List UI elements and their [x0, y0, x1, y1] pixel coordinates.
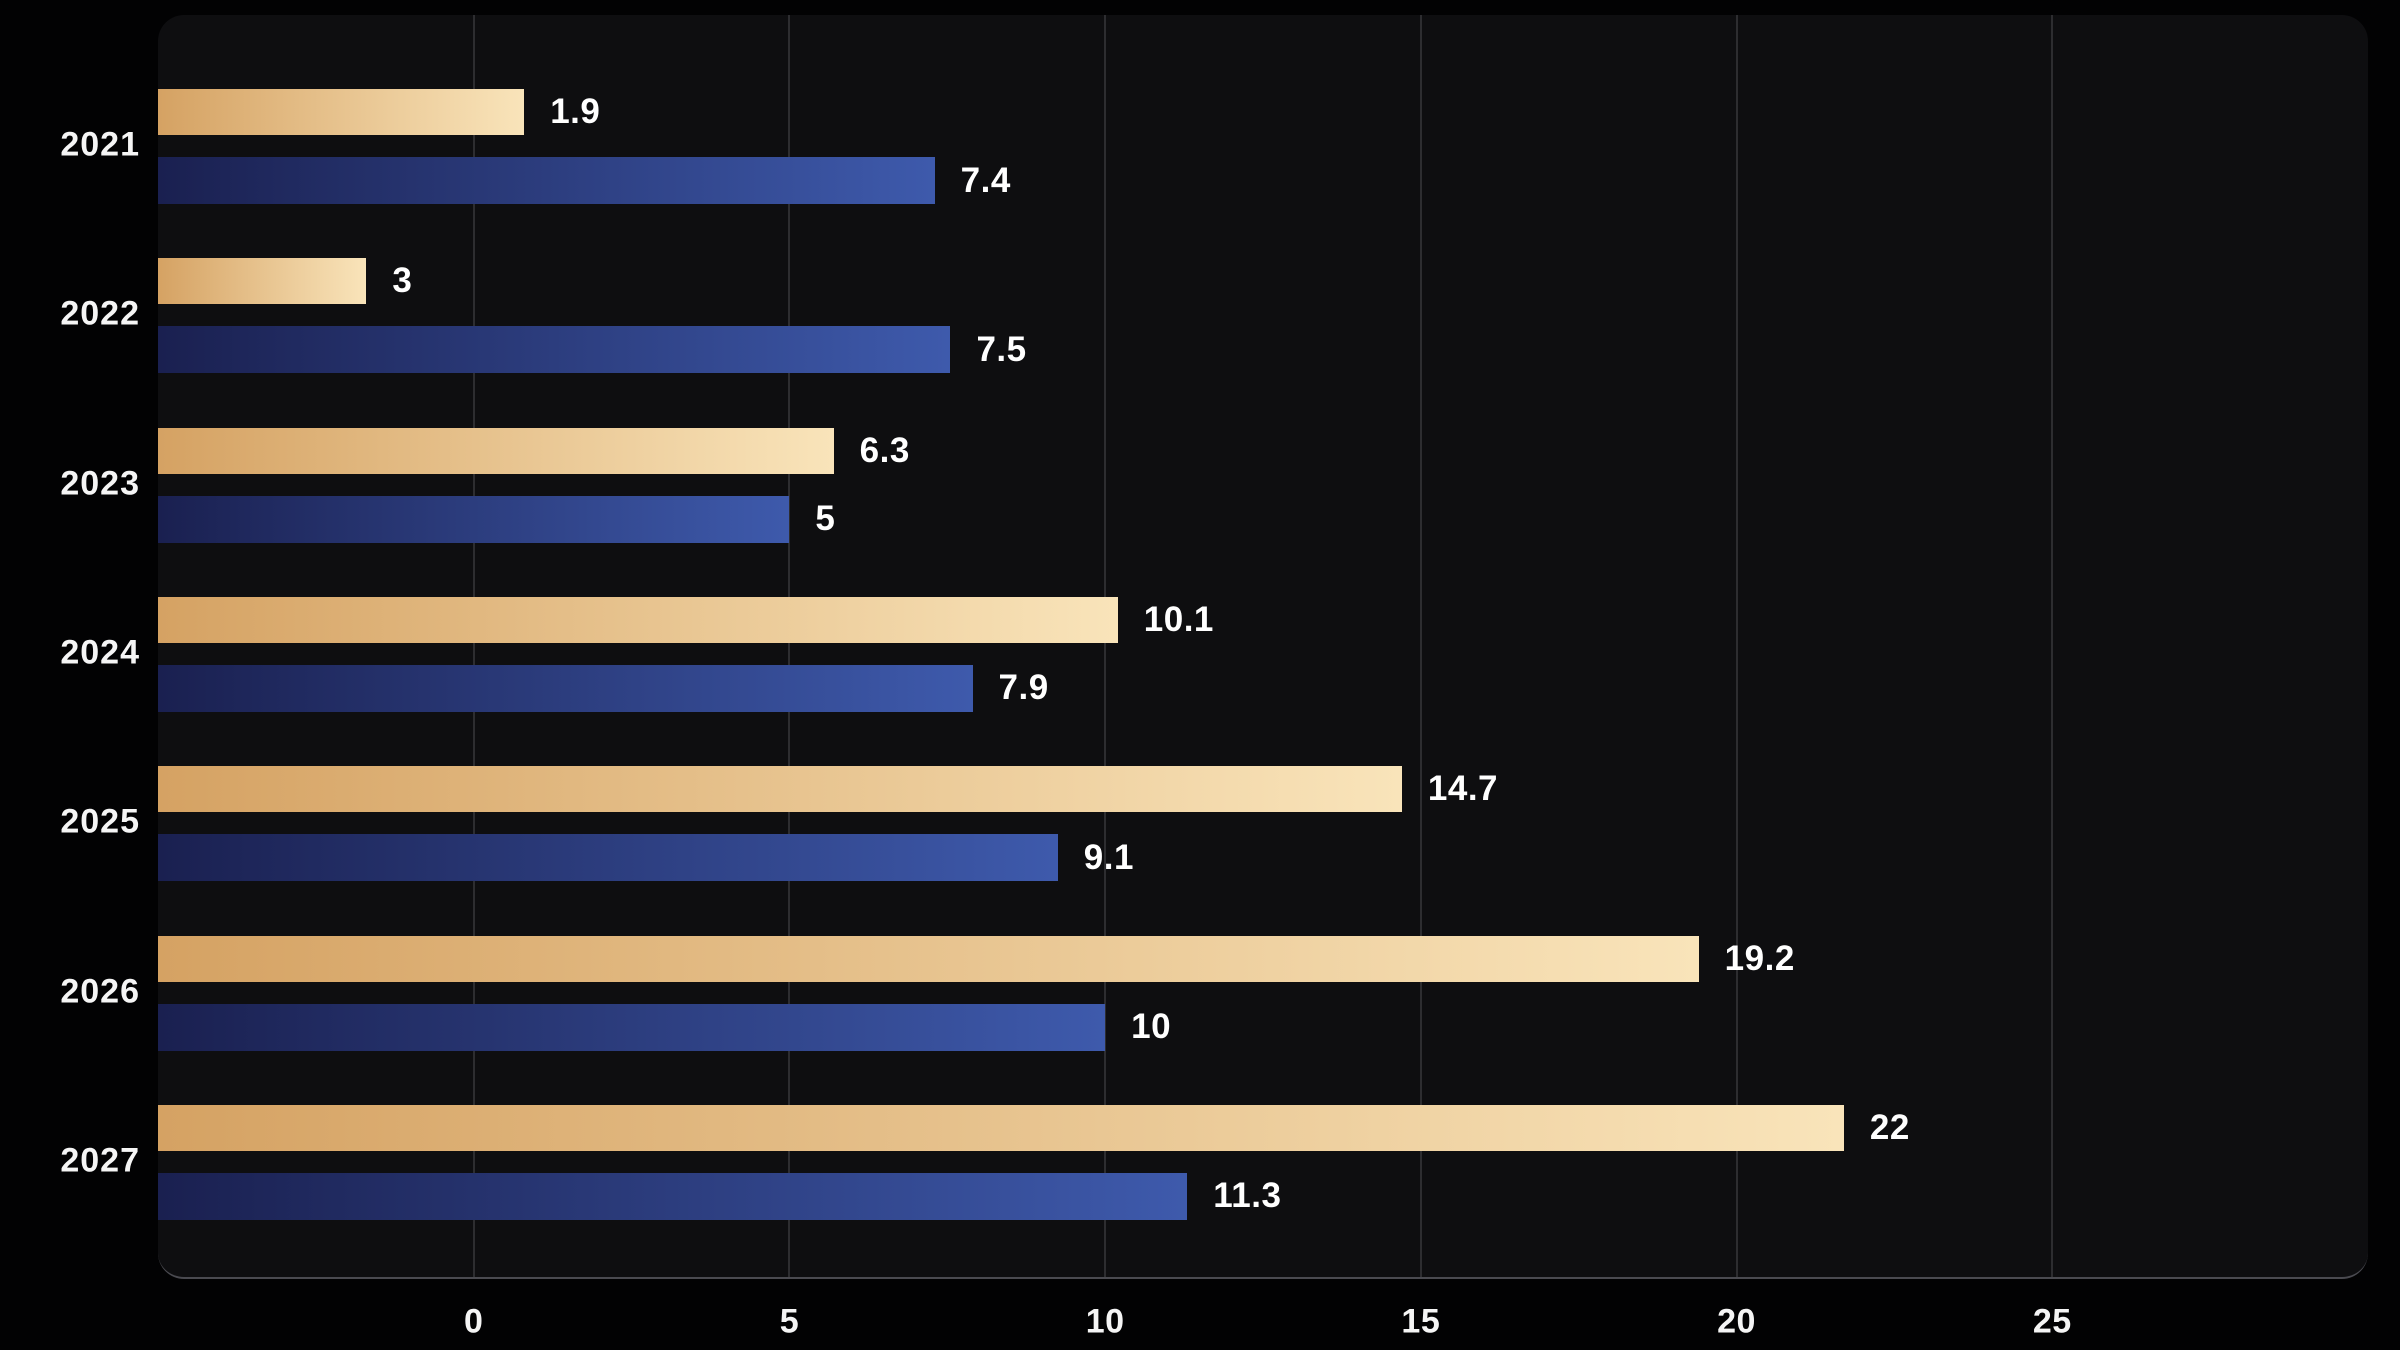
bar-value-label: 9.1 [1083, 837, 1134, 877]
bar-gold [158, 596, 1118, 643]
year-label: 2021 [60, 125, 140, 164]
bar-value-label: 5 [815, 499, 836, 539]
x-tick-label: 0 [463, 1302, 484, 1341]
plot-area: 1.9 7.4 3 7.5 6.3 5 10.1 7.9 14.7 9.1 19.2 10 22 11.3 [158, 15, 2368, 1279]
x-tick-label: 15 [1401, 1302, 1441, 1341]
bar-blue [158, 495, 790, 543]
bar-gold [158, 258, 367, 305]
bar-value-label: 7.9 [998, 668, 1049, 708]
bar-value-label: 14.7 [1427, 769, 1499, 809]
bar-blue [158, 1172, 1188, 1220]
x-tick-label: 10 [1085, 1302, 1125, 1341]
gridline [788, 15, 791, 1277]
bar-blue [158, 1003, 1106, 1051]
bar-gold [158, 935, 1699, 982]
bar-gold [158, 1104, 1844, 1151]
gridline [1104, 15, 1107, 1277]
bar-value-label: 7.5 [976, 329, 1027, 369]
gridline [2051, 15, 2054, 1277]
x-tick-label: 25 [2032, 1302, 2072, 1341]
year-label: 2026 [60, 972, 140, 1010]
x-tick-label: 20 [1717, 1302, 1756, 1341]
bar-value-label: 10.1 [1143, 599, 1214, 639]
year-label: 2025 [60, 802, 140, 841]
bar-blue [158, 326, 951, 374]
bar-gold [158, 427, 834, 474]
bar-value-label: 1.9 [550, 92, 601, 131]
gridline [472, 15, 475, 1277]
bar-value-label: 3 [392, 261, 413, 301]
year-label: 2024 [60, 633, 140, 672]
bar-gold [158, 766, 1402, 813]
bar-blue [158, 664, 973, 712]
x-tick-label: 5 [779, 1302, 800, 1341]
bar-value-label: 6.3 [859, 430, 910, 470]
year-label: 2023 [60, 464, 140, 503]
bar-value-label: 11.3 [1213, 1176, 1282, 1216]
bar-value-label: 7.4 [960, 160, 1011, 200]
bar-value-label: 22 [1869, 1107, 1910, 1147]
gridline [1735, 15, 1738, 1277]
year-label: 2022 [60, 294, 140, 333]
bar-blue [158, 157, 935, 204]
bar-blue [158, 834, 1058, 882]
bar-value-label: 19.2 [1724, 938, 1795, 978]
bar-value-label: 10 [1131, 1007, 1172, 1046]
bar-gold [158, 89, 525, 135]
year-label: 2027 [60, 1141, 140, 1180]
gridline [1419, 15, 1422, 1277]
